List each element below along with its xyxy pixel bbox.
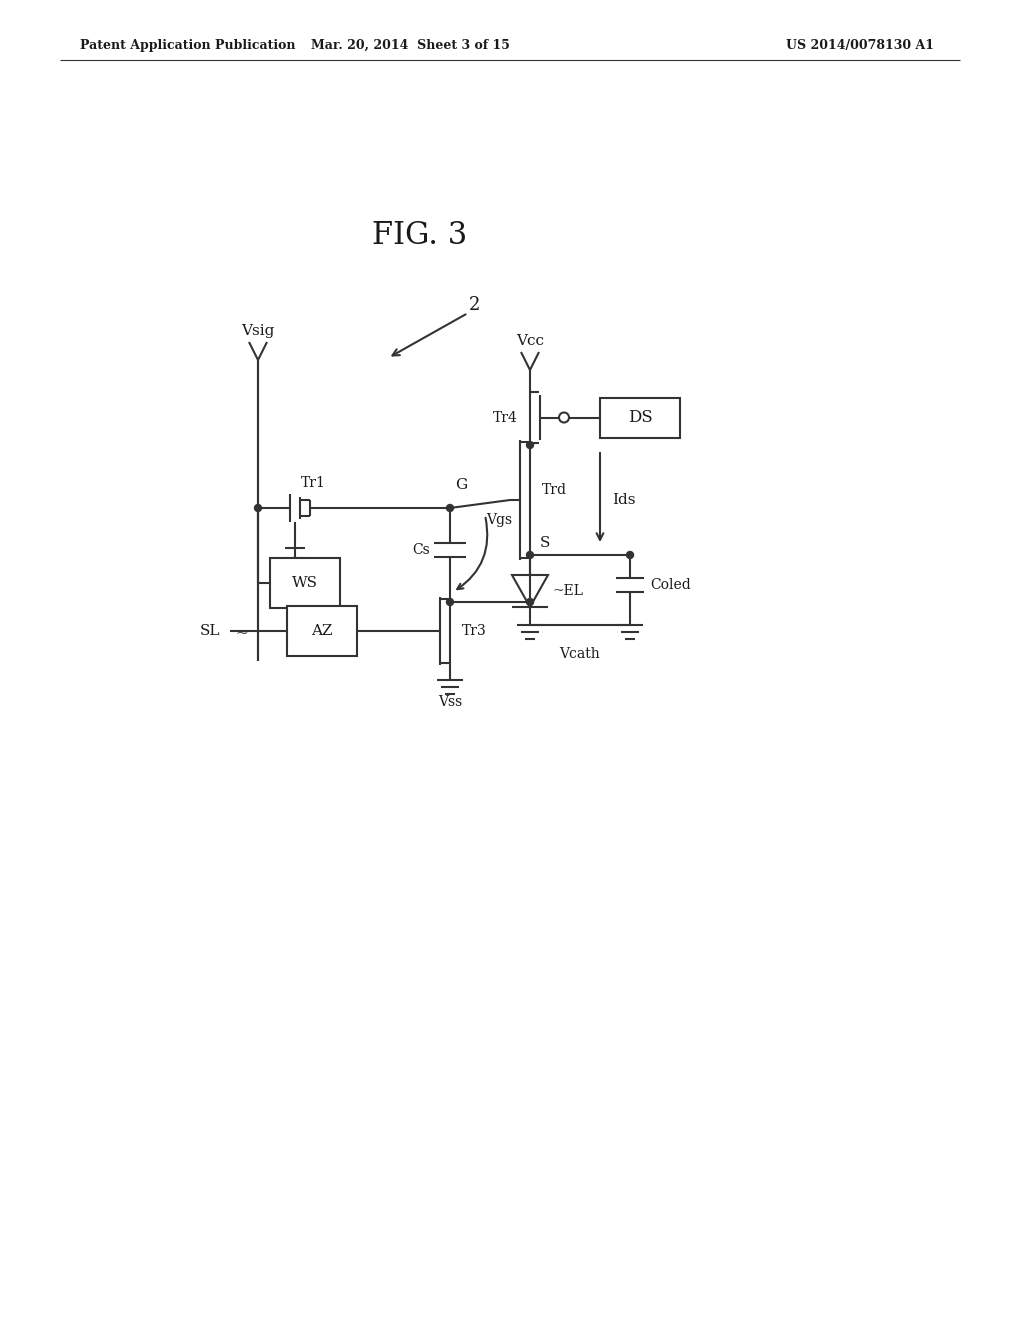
Circle shape — [446, 598, 454, 606]
Circle shape — [526, 441, 534, 449]
Circle shape — [255, 504, 261, 511]
Text: Tr3: Tr3 — [462, 624, 486, 638]
Circle shape — [559, 412, 569, 422]
Text: 2: 2 — [469, 296, 480, 314]
Text: Tr4: Tr4 — [494, 411, 518, 425]
Text: Vcath: Vcath — [560, 647, 600, 661]
Text: WS: WS — [292, 576, 318, 590]
Circle shape — [446, 504, 454, 511]
Text: Trd: Trd — [542, 483, 567, 498]
Text: Tr1: Tr1 — [301, 477, 326, 490]
Text: Mar. 20, 2014  Sheet 3 of 15: Mar. 20, 2014 Sheet 3 of 15 — [310, 38, 509, 51]
Circle shape — [627, 552, 634, 558]
Circle shape — [526, 552, 534, 558]
Text: Coled: Coled — [650, 578, 691, 591]
Text: ~: ~ — [236, 627, 249, 642]
Text: Ids: Ids — [612, 492, 636, 507]
Text: Patent Application Publication: Patent Application Publication — [80, 38, 296, 51]
Bar — [287, 606, 357, 656]
Circle shape — [526, 598, 534, 606]
Bar — [600, 397, 680, 437]
Text: Cs: Cs — [413, 543, 430, 557]
Text: FIG. 3: FIG. 3 — [373, 219, 468, 251]
Text: Vss: Vss — [438, 696, 462, 709]
Text: S: S — [540, 536, 550, 550]
Text: ~EL: ~EL — [552, 583, 583, 598]
Text: Vgs: Vgs — [486, 513, 512, 527]
Text: G: G — [455, 478, 467, 492]
Bar — [270, 558, 340, 609]
Text: DS: DS — [628, 409, 652, 426]
Text: US 2014/0078130 A1: US 2014/0078130 A1 — [786, 38, 934, 51]
Text: Vsig: Vsig — [242, 323, 274, 338]
Text: AZ: AZ — [311, 624, 333, 638]
Text: SL: SL — [200, 624, 220, 638]
Text: Vcc: Vcc — [516, 334, 544, 348]
